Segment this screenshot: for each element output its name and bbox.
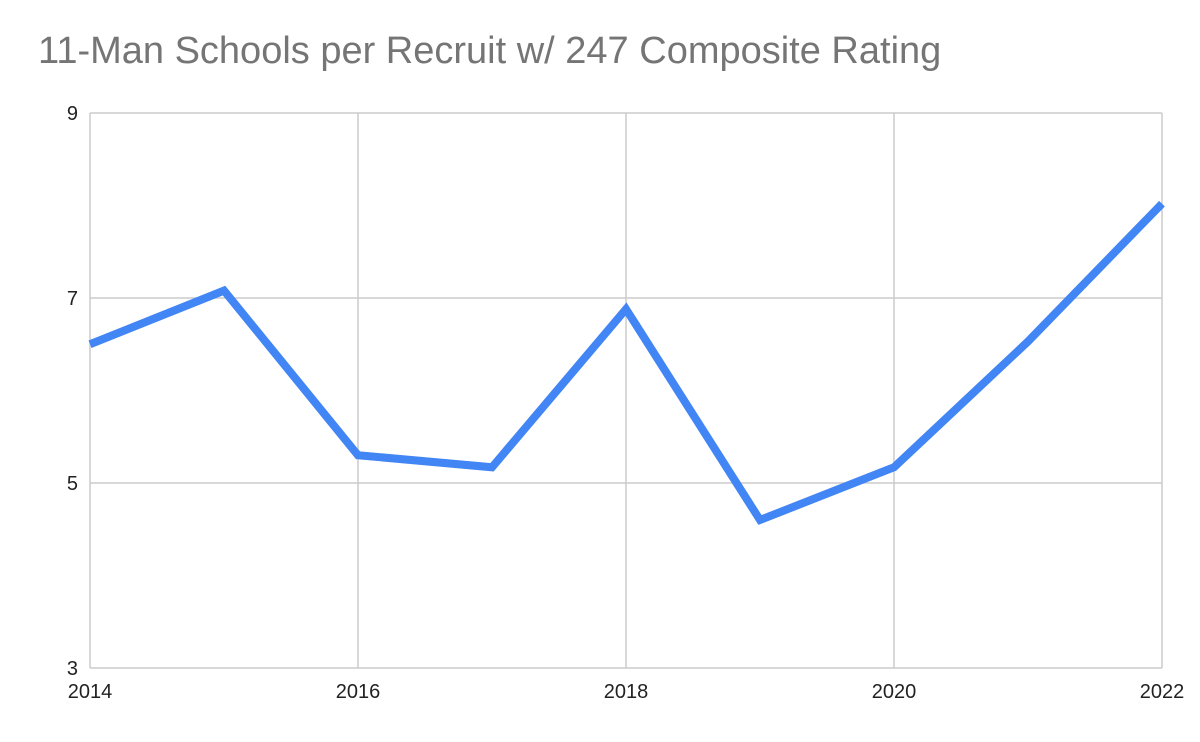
x-tick-label: 2020	[872, 681, 917, 703]
series-layer	[88, 200, 1165, 525]
y-tick-label: 3	[67, 658, 78, 680]
chart-title: 11-Man Schools per Recruit w/ 247 Compos…	[38, 30, 942, 72]
y-tick-label: 5	[67, 473, 78, 495]
x-tick-label: 2016	[336, 681, 381, 703]
x-tick-label: 2014	[68, 681, 113, 703]
y-tick-label: 9	[67, 103, 78, 125]
x-tick-label: 2018	[604, 681, 649, 703]
tick-labels: 3 5 7 9 2014 2016 2018 2020 2022	[67, 103, 1184, 703]
grid-lines	[89, 112, 1163, 669]
y-tick-label: 7	[67, 288, 78, 310]
x-tick-label: 2022	[1140, 681, 1185, 703]
